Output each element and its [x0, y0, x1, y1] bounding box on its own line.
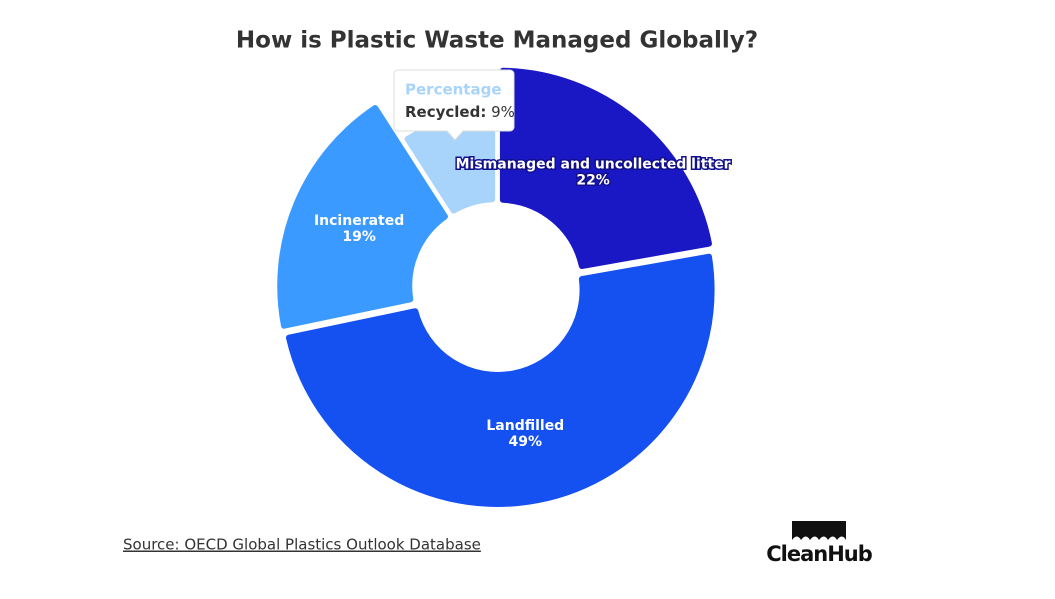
- chart-title: How is Plastic Waste Managed Globally?: [236, 28, 758, 54]
- labels: Mismanaged and uncollected litter 22% Land…: [314, 155, 732, 450]
- slice-name: Landfilled: [486, 418, 564, 434]
- slice-label: Landfilled 49%: [486, 418, 564, 450]
- slice: [277, 105, 448, 329]
- tooltip-box: [393, 69, 515, 141]
- slice-name: Mismanaged and uncollected litter: [456, 156, 731, 172]
- slice-value: 22%: [576, 172, 610, 188]
- slice-value: 49%: [509, 434, 543, 450]
- tooltip-label: Recycled:: [405, 103, 486, 121]
- source[interactable]: Source: OECD Global Plastics Outlook Dat…: [123, 536, 481, 554]
- slice-label: Incinerated 19%: [314, 213, 404, 245]
- tooltip-text: Recycled: 9%: [405, 103, 515, 121]
- slice: [499, 67, 712, 270]
- slice: [285, 253, 715, 507]
- tooltip: Percentage Recycled: 9%: [393, 69, 515, 141]
- logo: CleanHub: [766, 521, 874, 566]
- logo-text: CleanHub: [766, 542, 872, 566]
- slice-value: 19%: [342, 229, 376, 245]
- logo-icon: [792, 521, 846, 540]
- slice-name: Incinerated: [314, 213, 404, 229]
- slices: [277, 67, 715, 507]
- slice-label: Mismanaged and uncollected litter 22%: [456, 156, 731, 188]
- tooltip-title: Percentage: [405, 81, 502, 99]
- tooltip-value: 9%: [491, 103, 515, 121]
